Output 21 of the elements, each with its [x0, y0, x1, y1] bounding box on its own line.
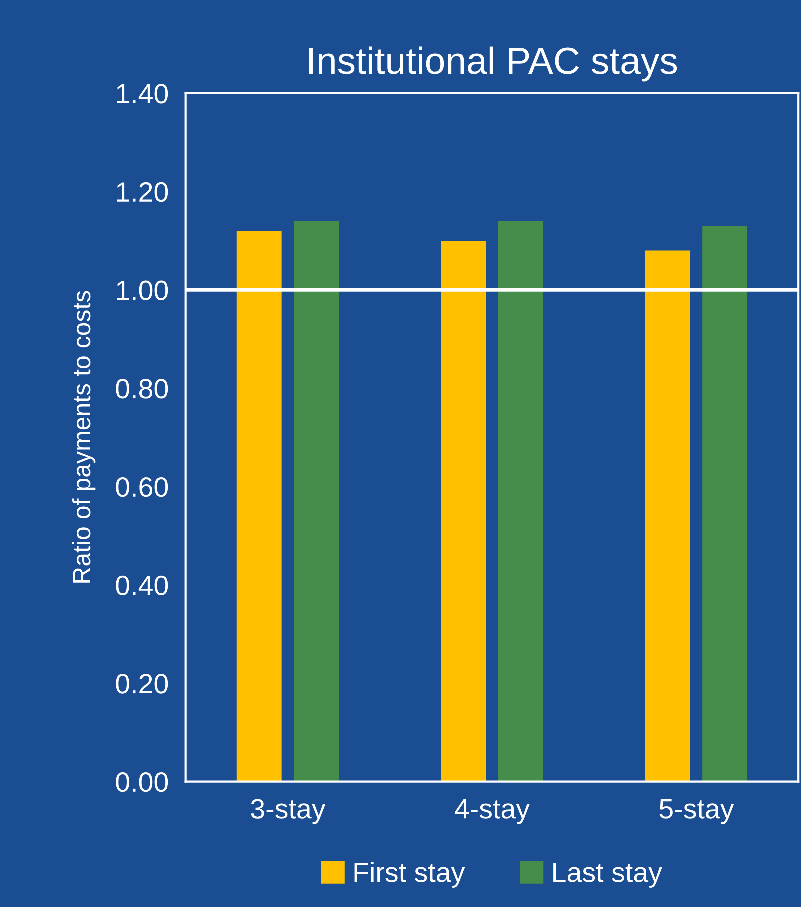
- y-tick-label: 0.60: [116, 477, 168, 498]
- legend-label: Last stay: [554, 863, 662, 888]
- bar: [236, 231, 282, 782]
- x-tick-label: 3-stay: [251, 799, 326, 824]
- y-axis-title: Ratio of payments to costs: [72, 291, 96, 583]
- y-tick-label: 0.00: [116, 772, 168, 792]
- chart-title: Institutional PAC stays: [309, 46, 678, 82]
- bar: [702, 226, 748, 782]
- y-tick-label: 1.40: [117, 84, 168, 104]
- bar: [294, 221, 340, 782]
- bar: [645, 250, 690, 782]
- bar: [498, 221, 544, 782]
- y-tick-label: 0.80: [116, 379, 168, 399]
- y-tick-label: 0.40: [116, 576, 168, 596]
- y-tick-label: 0.20: [116, 674, 168, 694]
- bar: [441, 240, 486, 782]
- legend-label: First stay: [354, 862, 466, 888]
- x-tick-label: 4-stay: [455, 800, 530, 824]
- y-tick-label: 1.20: [117, 182, 168, 202]
- y-tick-label: 1.00: [117, 280, 168, 300]
- x-tick-label: 5-stay: [660, 800, 734, 824]
